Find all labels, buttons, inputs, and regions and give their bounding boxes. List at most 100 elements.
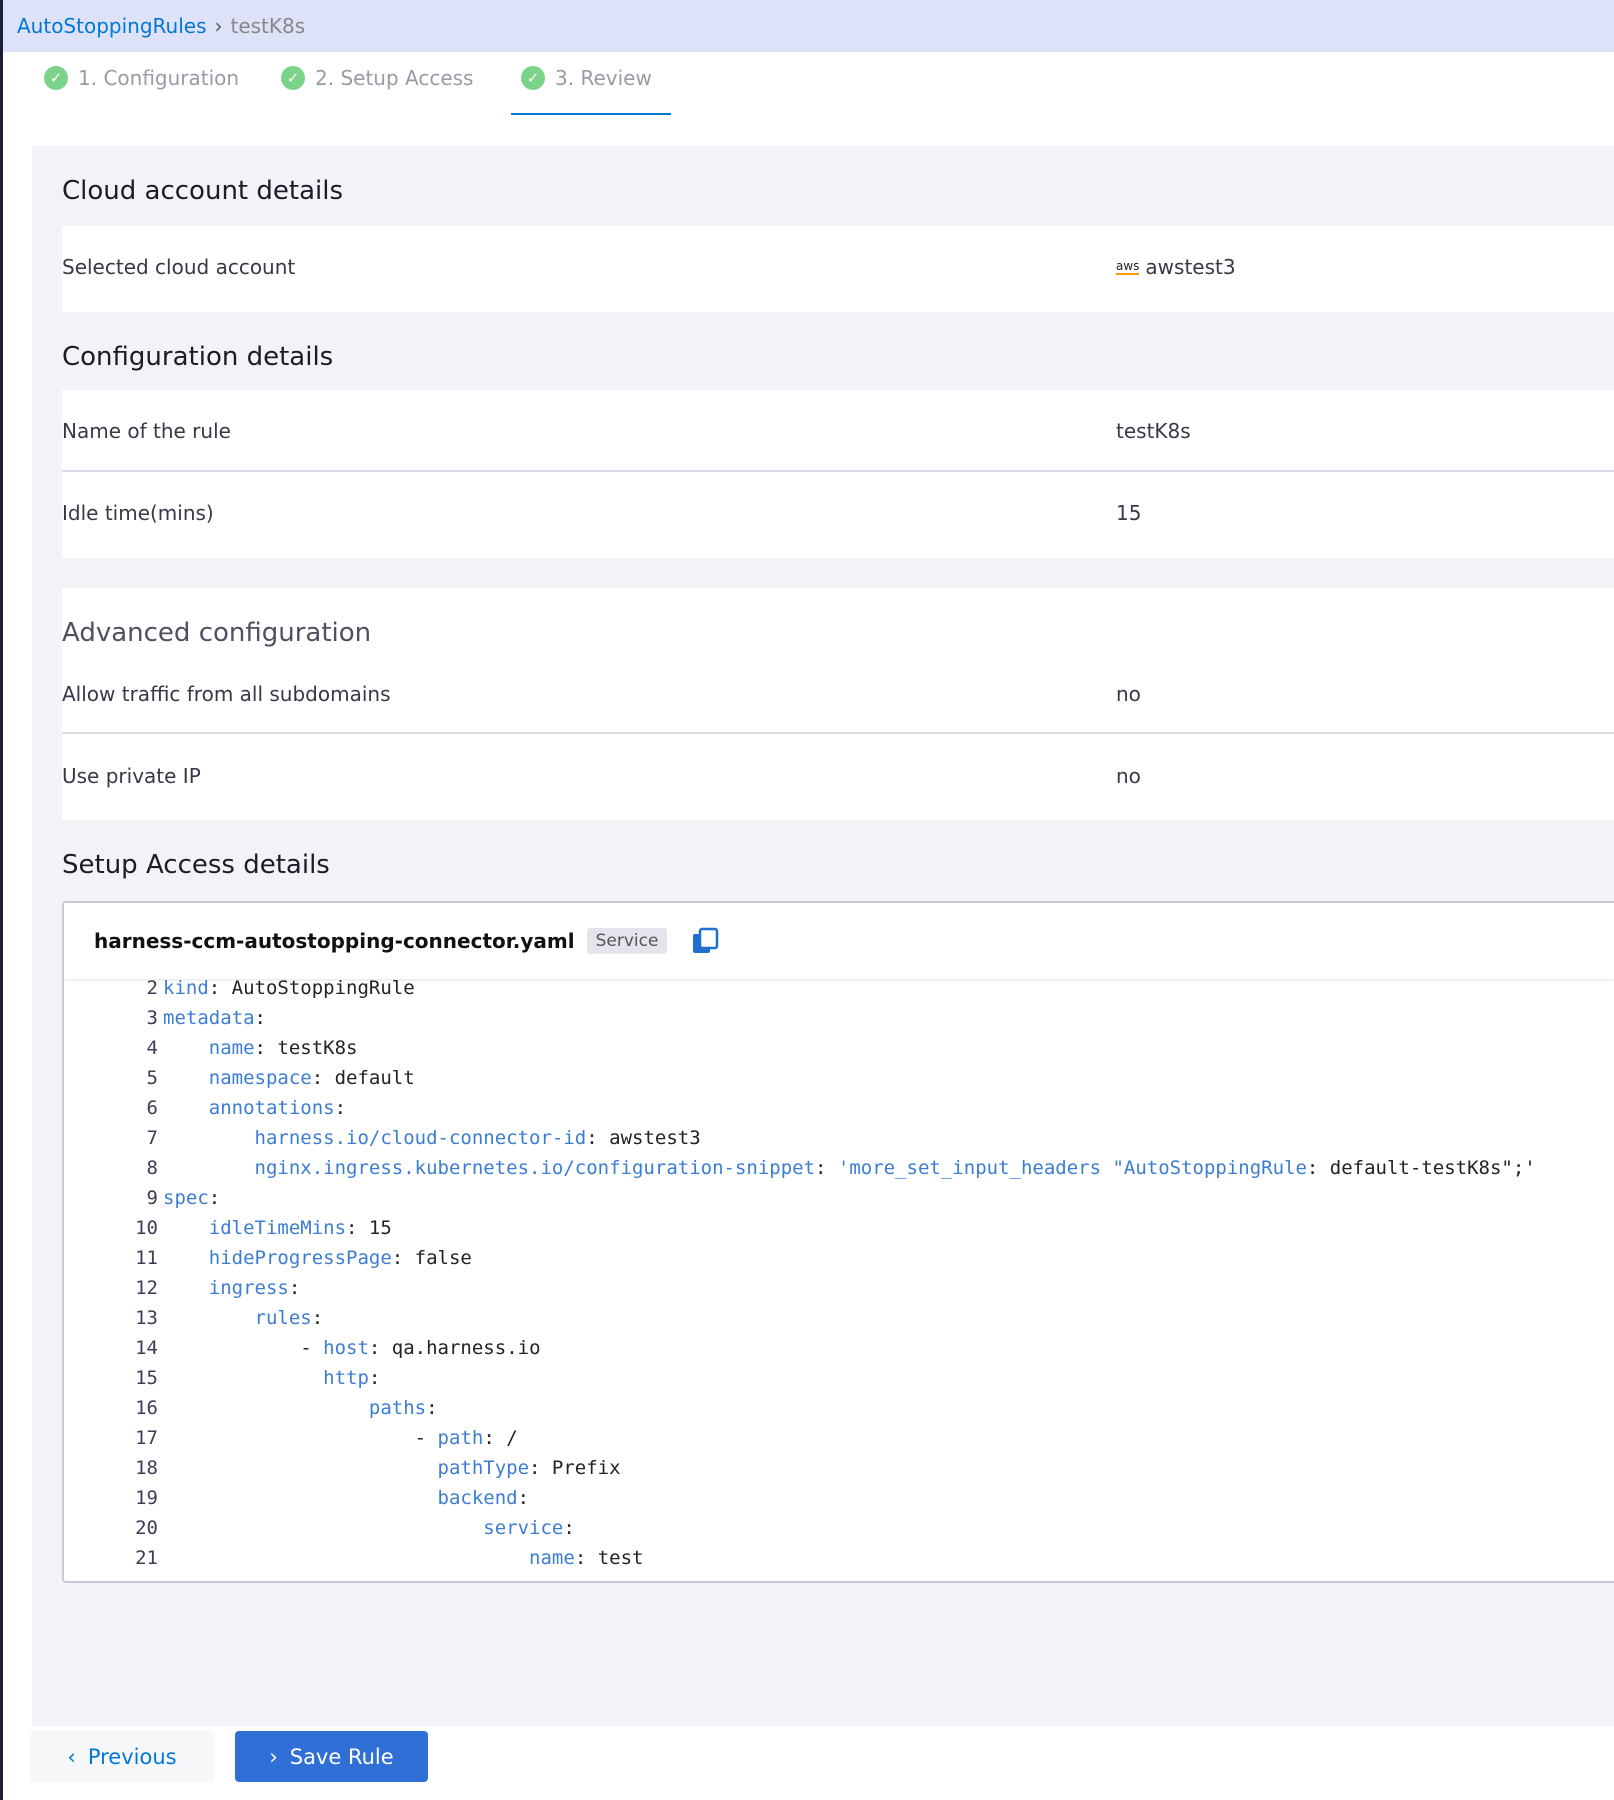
previous-button[interactable]: ‹ Previous bbox=[30, 1731, 214, 1782]
code-line: 3 metadata: bbox=[64, 1003, 1614, 1033]
line-number: 21 bbox=[135, 1547, 158, 1569]
yaml-key: ingress bbox=[163, 1277, 289, 1299]
line-number: 3 bbox=[146, 1007, 158, 1029]
code-text: - host: qa.harness.io bbox=[163, 1333, 540, 1363]
row-label: Name of the rule bbox=[62, 419, 231, 443]
yaml-text: : test bbox=[574, 1547, 644, 1569]
code-text: backend: bbox=[163, 1483, 530, 1513]
yaml-text: : bbox=[334, 1097, 347, 1119]
yaml-key: spec bbox=[163, 1187, 209, 1209]
breadcrumb: AutoStoppingRules › testK8s bbox=[0, 0, 1614, 52]
code-text: idleTimeMins: 15 bbox=[163, 1213, 392, 1243]
yaml-text: : bbox=[368, 1367, 381, 1389]
yaml-text: : default-testK8s";' bbox=[1306, 1157, 1536, 1179]
line-number: 12 bbox=[135, 1277, 158, 1299]
check: ✓ bbox=[281, 66, 305, 90]
code-lines: 2 kind: AutoStoppingRule 3 metadata: 4 name:… bbox=[64, 973, 1614, 1573]
yaml-key: idleTimeMins bbox=[163, 1217, 347, 1239]
code-text: annotations: bbox=[163, 1093, 346, 1123]
yaml-key: annotations bbox=[163, 1097, 335, 1119]
row-label: Allow traffic from all subdomains bbox=[62, 682, 391, 706]
line-number: 5 bbox=[146, 1067, 158, 1089]
step[interactable]: ✓ 1. Configuration bbox=[44, 66, 239, 90]
code-line: 9 spec: bbox=[64, 1183, 1614, 1213]
yaml-key: path bbox=[437, 1427, 484, 1449]
aws-icon: aws bbox=[1116, 259, 1140, 275]
copy-button[interactable] bbox=[691, 927, 719, 955]
code-line: 10 idleTimeMins: 15 bbox=[64, 1213, 1614, 1243]
code-line: 12 ingress: bbox=[64, 1273, 1614, 1303]
code-line: 17 - path: / bbox=[64, 1423, 1614, 1453]
yaml-key: hideProgressPage bbox=[163, 1247, 392, 1269]
step-label: 2. Setup Access bbox=[315, 66, 474, 90]
code-line: 19 backend: bbox=[64, 1483, 1614, 1513]
file-name: harness-ccm-autostopping-connector.yaml bbox=[94, 929, 575, 953]
yaml-text: - bbox=[163, 1337, 324, 1359]
line-number: 9 bbox=[146, 1187, 158, 1209]
step-label: 1. Configuration bbox=[78, 66, 240, 90]
yaml-text: : bbox=[517, 1487, 530, 1509]
code-text: service: bbox=[163, 1513, 575, 1543]
code-text: harness.io/cloud-connector-id: awstest3 bbox=[163, 1123, 701, 1153]
check: ✓ bbox=[521, 66, 545, 90]
chevron-icon: ‹ bbox=[67, 1744, 76, 1769]
yaml-text: : / bbox=[483, 1427, 518, 1449]
code-line: 6 annotations: bbox=[64, 1093, 1614, 1123]
yaml-viewer: harness-ccm-autostopping-connector.yaml … bbox=[62, 901, 1614, 1583]
line-number: 6 bbox=[146, 1097, 158, 1119]
chevron: › bbox=[214, 14, 223, 38]
save-button[interactable]: › Save Rule bbox=[235, 1731, 428, 1782]
code-text: name: testK8s bbox=[163, 1033, 358, 1063]
row: Allow traffic from all subdomains no bbox=[62, 682, 1614, 706]
card bbox=[62, 226, 1614, 312]
yaml-key: http bbox=[163, 1367, 369, 1389]
code-text: pathType: Prefix bbox=[163, 1453, 621, 1483]
yaml-key: host bbox=[323, 1337, 369, 1359]
subsection-title: Advanced configuration bbox=[62, 618, 372, 648]
yaml-key: rules bbox=[163, 1307, 312, 1329]
row: Use private IP no bbox=[62, 764, 1614, 788]
step[interactable]: ✓ 2. Setup Access bbox=[281, 66, 473, 90]
code-text: kind: AutoStoppingRule bbox=[163, 973, 415, 1003]
yaml-key: metadata bbox=[163, 1007, 255, 1029]
code-text: metadata: bbox=[163, 1003, 266, 1033]
step[interactable]: ✓ 3. Review bbox=[521, 66, 652, 90]
code-text: nginx.ingress.kubernetes.io/configuratio… bbox=[163, 1153, 1536, 1183]
yaml-text: : Prefix bbox=[529, 1457, 621, 1479]
section-title: Cloud account details bbox=[62, 176, 343, 206]
row: Idle time(mins) 15 bbox=[62, 501, 1614, 525]
code-text: hideProgressPage: false bbox=[163, 1243, 472, 1273]
yaml-key: harness.io/cloud-connector-id bbox=[163, 1127, 587, 1149]
code-line: 5 namespace: default bbox=[64, 1063, 1614, 1093]
section-title: Configuration details bbox=[62, 342, 334, 372]
code-line: 14 - host: qa.harness.io bbox=[64, 1333, 1614, 1363]
sidebar-edge bbox=[0, 52, 3, 1800]
breadcrumb-link[interactable]: AutoStoppingRules bbox=[17, 14, 207, 38]
code-line: 15 http: bbox=[64, 1363, 1614, 1393]
code-line: 8 nginx.ingress.kubernetes.io/configurat… bbox=[64, 1153, 1614, 1183]
row-label: Use private IP bbox=[62, 764, 201, 788]
review-panel: Cloud account details Selected cloud acc… bbox=[32, 146, 1614, 1726]
check: ✓ bbox=[44, 66, 68, 90]
button-label: Previous bbox=[87, 1744, 177, 1769]
yaml-key: name bbox=[163, 1547, 575, 1569]
code-text: name: test bbox=[163, 1543, 643, 1573]
yaml-key: nginx.ingress.kubernetes.io/configuratio… bbox=[163, 1157, 816, 1179]
line-number: 18 bbox=[135, 1457, 158, 1479]
code-line: 2 kind: AutoStoppingRule bbox=[64, 973, 1614, 1003]
line-number: 20 bbox=[135, 1517, 158, 1539]
yaml-text: : bbox=[815, 1157, 838, 1179]
row-value: no bbox=[1116, 764, 1141, 788]
yaml-text: : bbox=[288, 1277, 301, 1299]
active-step-underline bbox=[511, 113, 671, 115]
line-number: 14 bbox=[135, 1337, 158, 1359]
code-line: 11 hideProgressPage: false bbox=[64, 1243, 1614, 1273]
code-text: spec: bbox=[163, 1183, 220, 1213]
code-line: 18 pathType: Prefix bbox=[64, 1453, 1614, 1483]
yaml-key: service bbox=[163, 1517, 564, 1539]
yaml-text: : bbox=[254, 1007, 266, 1029]
code-text: - path: / bbox=[163, 1423, 518, 1453]
yaml-text: : awstest3 bbox=[586, 1127, 701, 1149]
yaml-key: paths bbox=[163, 1397, 427, 1419]
